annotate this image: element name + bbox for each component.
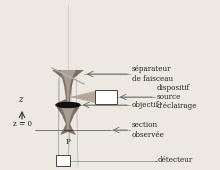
Polygon shape — [60, 70, 76, 130]
Polygon shape — [70, 91, 95, 103]
Text: objectif: objectif — [132, 101, 159, 109]
Text: section
observée: section observée — [132, 121, 165, 139]
Polygon shape — [52, 70, 84, 135]
Text: P: P — [66, 138, 70, 146]
Bar — [56, 155, 70, 166]
Text: détecteur: détecteur — [158, 157, 193, 165]
Text: z = 0: z = 0 — [13, 120, 32, 128]
Bar — [95, 90, 117, 104]
Text: z: z — [18, 95, 22, 104]
Ellipse shape — [56, 103, 80, 107]
Text: dispositif
source
d'éclairage: dispositif source d'éclairage — [157, 84, 198, 110]
Text: séparateur
de faisceau: séparateur de faisceau — [132, 65, 173, 83]
